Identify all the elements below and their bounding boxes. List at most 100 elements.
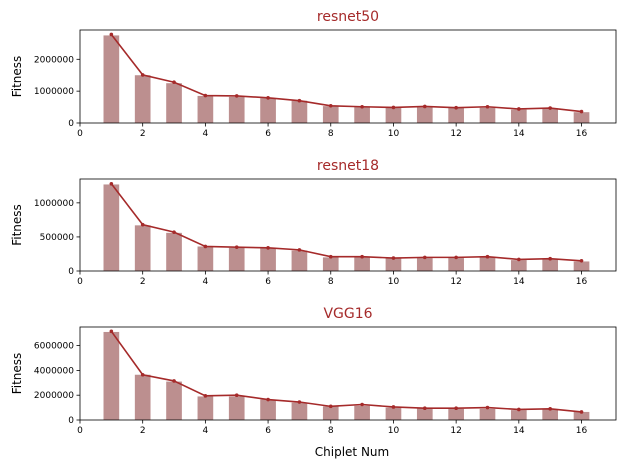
axes-frame [79,326,617,421]
x-tick-label: 12 [450,129,461,139]
line-point [328,104,333,108]
line-point [266,96,270,100]
bar [573,112,590,123]
line-point [328,404,333,409]
line-point [109,32,114,37]
bar [510,410,527,420]
bar [573,411,590,420]
line-point [485,104,490,109]
bar [103,331,120,420]
x-tick-label: 2 [140,426,146,436]
bar [260,248,276,271]
x-tick-label: 16 [576,426,588,436]
bar [354,107,370,123]
bar [416,258,433,271]
bar [260,399,276,420]
line-point [548,106,552,110]
x-tick-label: 16 [576,277,588,287]
bar [166,232,182,271]
x-tick-label: 6 [265,129,271,139]
chart-panel-2: 0 2 4 6 8 10 12 14 16 0 500000 1000000 resnet18 Fitne… [10,158,617,287]
y-tick-label: 1000000 [34,87,74,97]
line-point [579,109,584,114]
y-tick-label: 0 [68,267,74,277]
line-point [234,245,239,249]
bar [103,184,120,271]
bar [134,75,151,123]
x-tick-label: 10 [388,277,400,287]
line-point [485,405,490,410]
line-point [266,397,270,402]
x-axis-label: Chiplet Num [315,445,389,459]
y-tick-label: 0 [68,416,74,426]
line-point [454,105,458,110]
bar [166,83,182,123]
line-point [266,246,270,250]
line-point [234,393,239,398]
axes-frame [79,178,617,272]
x-tick-label: 12 [450,426,461,436]
y-axis-label: Fitness [10,56,24,98]
y-tick-label: 4000000 [34,366,74,376]
line-point [109,329,114,334]
line-point [360,104,364,109]
y-tick-label: 6000000 [34,342,74,352]
x-tick-label: 0 [77,277,83,287]
chart-title: VGG16 [323,306,372,322]
x-tick-label: 0 [77,426,83,436]
bar [322,106,339,123]
bar [510,260,527,271]
line-point [391,256,396,260]
bar [542,409,559,420]
bar [166,381,182,420]
x-tick-label: 14 [513,277,525,287]
x-tick-label: 14 [513,129,525,139]
line-point [548,256,552,261]
line-point [548,407,552,411]
line-point [517,107,521,111]
line-point [140,372,145,377]
bar [354,257,370,271]
y-tick-label: 500000 [40,233,75,243]
line-point [579,410,584,414]
line-point [485,254,490,259]
bar [322,257,339,271]
x-tick-label: 12 [450,277,461,287]
bar [479,408,496,420]
bar [573,261,590,271]
line-point [234,94,239,98]
line-point [172,80,176,85]
x-tick-label: 8 [328,129,334,139]
bar [134,225,151,271]
line-point [422,104,427,109]
line-point [328,254,333,259]
y-axis-label: Fitness [10,353,24,395]
line-point [172,379,176,383]
x-tick-label: 4 [203,426,209,436]
x-tick-label: 6 [265,277,271,287]
bar [542,259,559,271]
x-tick-label: 2 [140,277,146,287]
line-point [454,255,458,260]
x-tick-label: 8 [328,426,334,436]
bar [291,100,308,123]
line-point [391,105,396,110]
bar [228,96,245,123]
bar [479,107,496,123]
line-point [579,258,584,263]
chart-panel-1: 0 2 4 6 8 10 12 14 16 0 1000000 2000000 resnet50 Fitn… [10,9,617,139]
x-tick-label: 4 [203,129,209,139]
bar [134,374,151,420]
series-line [110,33,582,113]
line-point [422,406,427,411]
line-point [454,406,458,411]
line-point [360,402,364,407]
line-point [297,400,302,404]
line-point [360,254,364,259]
bar [228,247,245,271]
x-tick-label: 2 [140,129,146,139]
bar [354,405,370,420]
line-point [297,248,302,252]
bar [479,257,496,271]
